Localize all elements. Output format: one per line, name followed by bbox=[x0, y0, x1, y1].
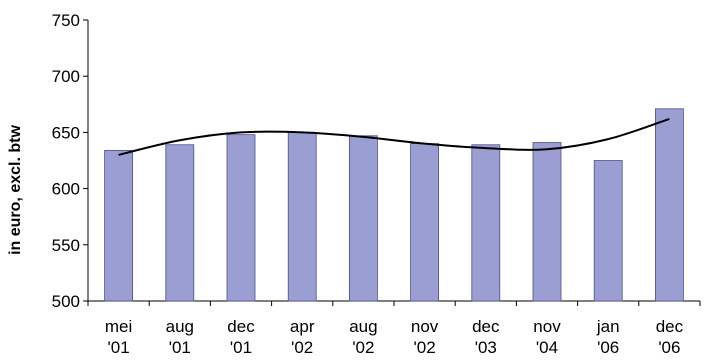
x-tick-label-line1: nov bbox=[411, 317, 439, 336]
x-tick-label-line1: dec bbox=[656, 317, 684, 336]
bar bbox=[287, 131, 317, 302]
y-tick-label: 600 bbox=[52, 180, 80, 199]
x-labels: mei '01 aug '01 dec '01 apr '02 aug '02 nov '02 dec '… bbox=[105, 317, 684, 357]
bar bbox=[410, 143, 440, 302]
x-tick-label-line2: '02 bbox=[352, 338, 374, 357]
y-tick-label: 700 bbox=[52, 67, 80, 86]
y-ticks: 500 550 600 650 700 750 bbox=[52, 11, 88, 311]
bar bbox=[593, 160, 623, 302]
y-tick-label: 750 bbox=[52, 11, 80, 30]
x-tick-label: dec '01 bbox=[227, 317, 255, 357]
x-tick-label: nov '04 bbox=[533, 317, 561, 357]
y-tick-label: 650 bbox=[52, 123, 80, 142]
x-tick-label-line2: '01 bbox=[108, 338, 130, 357]
y-tick-label: 500 bbox=[52, 292, 80, 311]
y-axis-title: in euro, excl. btw bbox=[7, 125, 24, 255]
trendline-group bbox=[118, 117, 670, 156]
x-tick-label-line2: '03 bbox=[475, 338, 497, 357]
bar bbox=[104, 149, 133, 302]
x-tick-label-line1: nov bbox=[533, 317, 561, 336]
bar bbox=[165, 144, 195, 302]
x-tick-label-line2: '01 bbox=[169, 338, 191, 357]
x-tick-label-line1: mei bbox=[105, 317, 132, 336]
bar bbox=[226, 134, 256, 302]
x-tick-label-line2: '02 bbox=[414, 338, 436, 357]
x-tick-label: jan '06 bbox=[596, 317, 620, 357]
x-tick-label-line1: aug bbox=[166, 317, 194, 336]
x-tick-label: apr '02 bbox=[290, 317, 315, 357]
x-tick-label-line1: jan bbox=[596, 317, 620, 336]
x-tick-label: nov '02 bbox=[411, 317, 439, 357]
x-tick-label: dec '06 bbox=[656, 317, 684, 357]
bar bbox=[348, 135, 378, 302]
x-tick-label: mei '01 bbox=[105, 317, 132, 357]
x-tick-label-line2: '02 bbox=[291, 338, 313, 357]
trendline bbox=[118, 117, 670, 156]
x-tick-label-line1: aug bbox=[349, 317, 377, 336]
x-tick-label-line1: dec bbox=[472, 317, 500, 336]
x-tick-label-line2: '04 bbox=[536, 338, 558, 357]
x-tick-label: aug '02 bbox=[349, 317, 377, 357]
x-tick-label-line2: '01 bbox=[230, 338, 252, 357]
bars bbox=[104, 108, 684, 302]
x-tick-label-line2: '06 bbox=[658, 338, 680, 357]
y-tick-label: 550 bbox=[52, 236, 80, 255]
bar bbox=[471, 144, 501, 302]
y-axis-title-group: in euro, excl. btw bbox=[7, 125, 24, 255]
x-tick-label: aug '01 bbox=[166, 317, 194, 357]
x-tick-label: dec '03 bbox=[472, 317, 500, 357]
x-tick-label-line1: dec bbox=[227, 317, 255, 336]
x-tick-label-line1: apr bbox=[290, 317, 315, 336]
x-tick-label-line2: '06 bbox=[597, 338, 619, 357]
bar bbox=[532, 142, 562, 302]
bar bbox=[655, 108, 684, 302]
